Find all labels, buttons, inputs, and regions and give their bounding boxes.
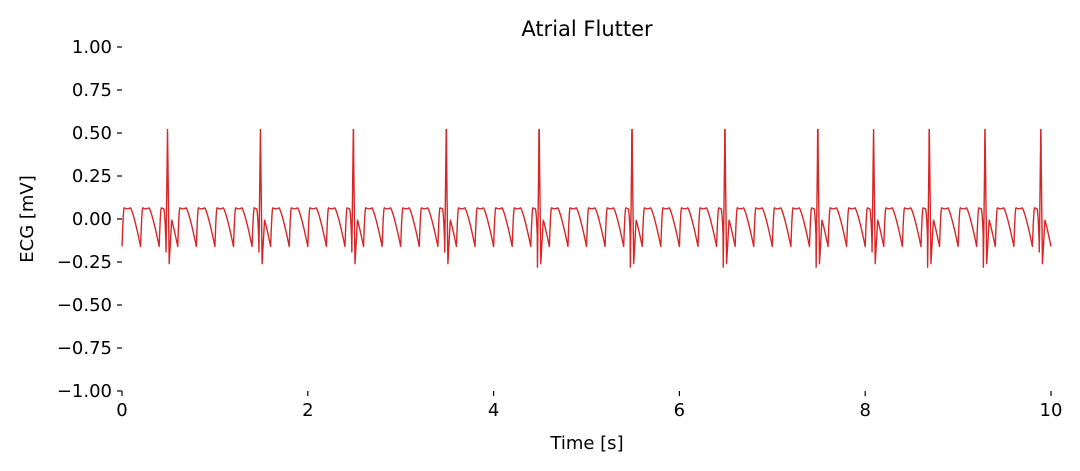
x-tick-label: 10 [1040, 400, 1063, 421]
x-axis-label: Time [s] [549, 433, 623, 454]
y-axis: 1.00 0.75 0.50 0.25 0.00 −0.25 −0.50 −0.75 −1.00 [57, 37, 122, 402]
ecg-trace-line [121, 128, 1052, 268]
y-tick-label: −0.25 [57, 252, 112, 273]
series-layer [121, 128, 1052, 268]
x-tick-label: 6 [674, 400, 685, 421]
y-tick-label: 0.00 [72, 209, 112, 230]
y-tick-label: 0.75 [72, 80, 112, 101]
y-tick-label: 0.25 [72, 166, 112, 187]
x-tick-label: 2 [302, 400, 313, 421]
y-tick-label: 1.00 [72, 37, 112, 58]
y-tick-label: −0.75 [57, 338, 112, 359]
y-tick-label: −0.50 [57, 295, 112, 316]
y-tick-label: −1.00 [57, 381, 112, 402]
y-tick-label: 0.50 [72, 123, 112, 144]
x-tick-label: 8 [859, 400, 870, 421]
x-tick-label: 0 [116, 400, 127, 421]
y-axis-label: ECG [mV] [17, 175, 38, 263]
x-axis: 0 2 4 6 8 10 [116, 391, 1062, 421]
chart-title: Atrial Flutter [521, 17, 653, 41]
x-tick-label: 4 [488, 400, 499, 421]
